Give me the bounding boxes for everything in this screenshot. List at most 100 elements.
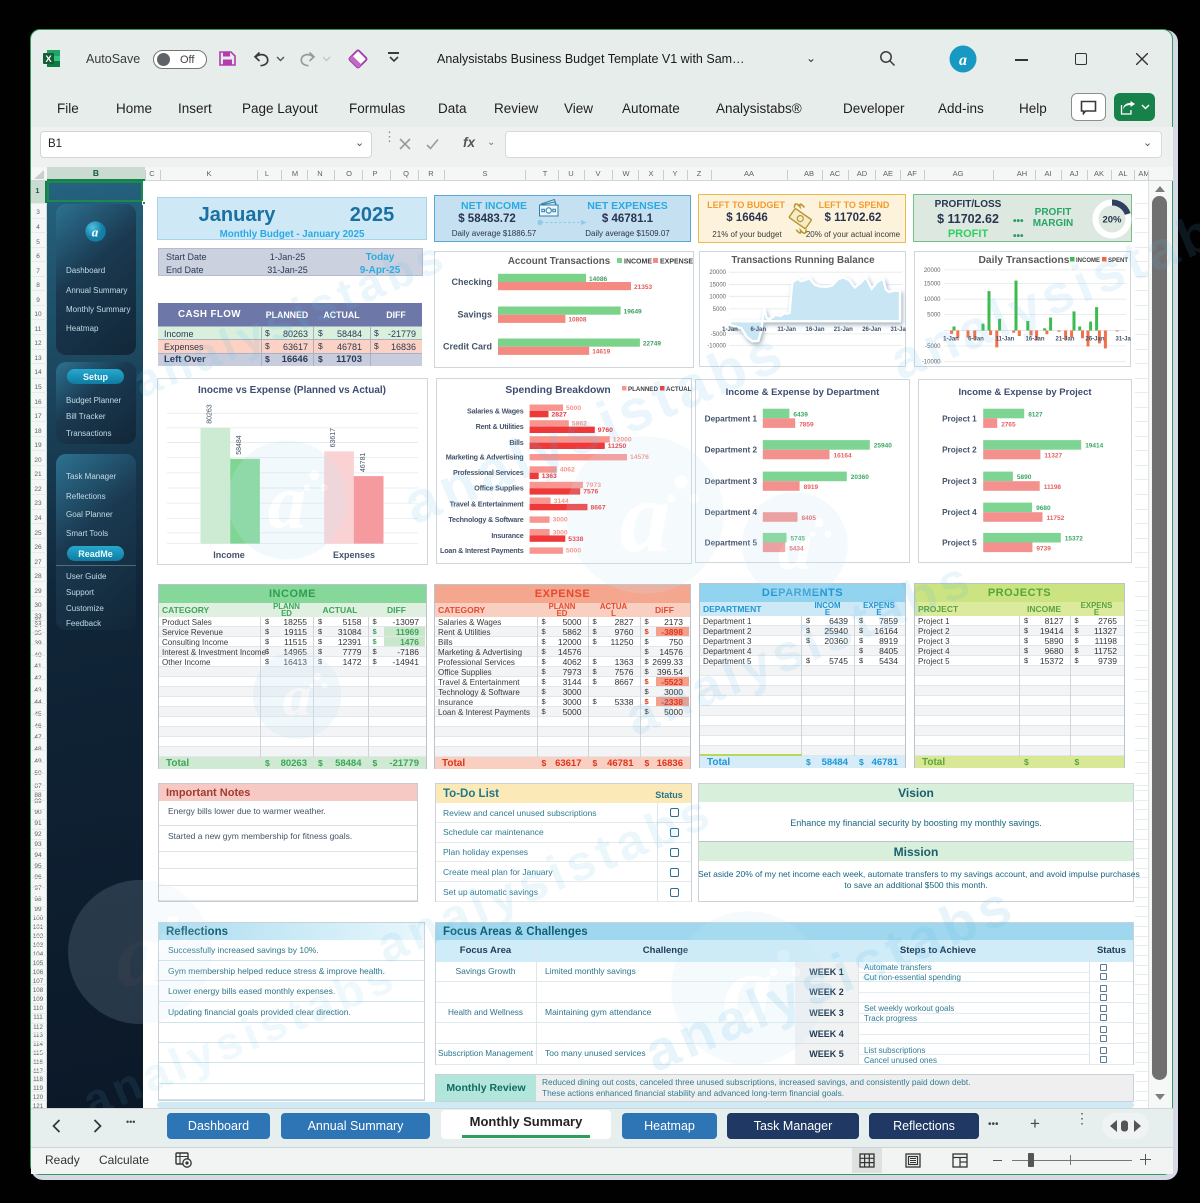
svg-text:16164: 16164 bbox=[834, 453, 852, 460]
svg-text:8127: 8127 bbox=[1028, 411, 1043, 418]
svg-text:Loan & Interest Payments: Loan & Interest Payments bbox=[440, 546, 524, 555]
svg-text:3000: 3000 bbox=[553, 517, 568, 524]
svg-text:10000: 10000 bbox=[924, 297, 941, 303]
svg-text:Inocme vs Expense (Planned vs: Inocme vs Expense (Planned vs Actual) bbox=[198, 385, 386, 396]
svg-text:1-Jan: 1-Jan bbox=[943, 337, 959, 343]
svg-text:20%: 20% bbox=[1102, 215, 1122, 226]
svg-text:a: a bbox=[92, 225, 99, 240]
svg-text:Project 4: Project 4 bbox=[942, 508, 977, 517]
svg-text:10808: 10808 bbox=[568, 317, 586, 324]
svg-text:-10000: -10000 bbox=[707, 344, 726, 350]
svg-text:Project 3: Project 3 bbox=[942, 477, 977, 486]
svg-text:PLANNED: PLANNED bbox=[628, 386, 658, 393]
svg-text:INCOME: INCOME bbox=[1076, 258, 1100, 264]
svg-text:SPENT: SPENT bbox=[1108, 258, 1128, 264]
svg-text:5890: 5890 bbox=[1017, 474, 1032, 481]
svg-text:Insurance: Insurance bbox=[491, 531, 523, 540]
svg-text:31-Jan: 31-Jan bbox=[1115, 337, 1131, 343]
svg-text:1-Jan: 1-Jan bbox=[722, 327, 738, 333]
svg-text:Office Supplies: Office Supplies bbox=[474, 484, 524, 493]
svg-text:12000: 12000 bbox=[613, 437, 632, 444]
svg-text:Salaries & Wages: Salaries & Wages bbox=[467, 406, 524, 415]
svg-text:14576: 14576 bbox=[630, 454, 649, 461]
svg-text:4062: 4062 bbox=[560, 467, 575, 474]
svg-text:Daily Transactions: Daily Transactions bbox=[979, 255, 1070, 266]
svg-text:16-Jan: 16-Jan bbox=[805, 327, 824, 333]
svg-text:20000: 20000 bbox=[924, 268, 941, 274]
svg-text:46781: 46781 bbox=[360, 453, 367, 473]
svg-text:Project 1: Project 1 bbox=[942, 414, 977, 423]
svg-text:Income: Income bbox=[213, 550, 245, 560]
svg-text:11327: 11327 bbox=[1044, 453, 1062, 460]
svg-text:Account Transactions: Account Transactions bbox=[508, 256, 611, 267]
svg-text:21-Jan: 21-Jan bbox=[1055, 337, 1074, 343]
svg-text:21353: 21353 bbox=[634, 284, 652, 291]
svg-text:Project 5: Project 5 bbox=[942, 539, 977, 548]
svg-text:5000: 5000 bbox=[566, 405, 581, 412]
svg-text:Department 2: Department 2 bbox=[705, 446, 758, 455]
svg-text:INCOME: INCOME bbox=[624, 259, 652, 266]
svg-text:Spending Breakdown: Spending Breakdown bbox=[505, 385, 610, 396]
svg-text:Credit Card: Credit Card bbox=[443, 342, 492, 352]
svg-text:6-Jan: 6-Jan bbox=[968, 337, 984, 343]
svg-text:5745: 5745 bbox=[791, 536, 806, 543]
svg-text:a: a bbox=[723, 936, 773, 1045]
svg-text:5000: 5000 bbox=[927, 313, 941, 319]
svg-text:5000: 5000 bbox=[566, 548, 581, 555]
svg-text:5434: 5434 bbox=[789, 546, 804, 553]
svg-text:15000: 15000 bbox=[924, 282, 941, 288]
svg-text:2827: 2827 bbox=[552, 411, 567, 418]
svg-text:11752: 11752 bbox=[1047, 515, 1065, 522]
svg-text:7859: 7859 bbox=[799, 421, 814, 428]
svg-text:5000: 5000 bbox=[713, 307, 727, 313]
svg-text:Department 3: Department 3 bbox=[705, 477, 758, 486]
svg-text:Department 5: Department 5 bbox=[705, 539, 758, 548]
svg-text:Bills: Bills bbox=[509, 438, 523, 447]
svg-text:31-Jan: 31-Jan bbox=[890, 327, 906, 333]
svg-text:6-Jan: 6-Jan bbox=[750, 327, 766, 333]
svg-text:Transactions Running Balance: Transactions Running Balance bbox=[731, 255, 875, 266]
svg-text:19649: 19649 bbox=[624, 309, 642, 316]
svg-text:Checking: Checking bbox=[451, 277, 492, 287]
svg-text:-10000: -10000 bbox=[922, 359, 941, 365]
svg-text:Travel & Entertainment: Travel & Entertainment bbox=[450, 499, 525, 508]
svg-text:20000: 20000 bbox=[709, 270, 726, 276]
svg-text:8667: 8667 bbox=[591, 504, 606, 511]
svg-text:14086: 14086 bbox=[589, 276, 607, 283]
svg-text:63617: 63617 bbox=[330, 428, 337, 448]
svg-text:26-Jan: 26-Jan bbox=[862, 327, 881, 333]
svg-text:11-Jan: 11-Jan bbox=[777, 327, 796, 333]
svg-text:11-Jan: 11-Jan bbox=[996, 337, 1015, 343]
svg-text:26-Jan: 26-Jan bbox=[1085, 337, 1104, 343]
svg-text:25940: 25940 bbox=[874, 443, 892, 450]
svg-text:Rent & Utilities: Rent & Utilities bbox=[476, 422, 524, 431]
svg-text:Income & Expense by Project: Income & Expense by Project bbox=[958, 387, 1092, 398]
svg-text:3000: 3000 bbox=[553, 529, 568, 536]
svg-text:10000: 10000 bbox=[709, 294, 726, 300]
svg-text:3144: 3144 bbox=[554, 498, 569, 505]
svg-text:9739: 9739 bbox=[1036, 546, 1051, 553]
svg-text:21-Jan: 21-Jan bbox=[834, 327, 853, 333]
svg-text:8405: 8405 bbox=[802, 515, 817, 522]
svg-text:5338: 5338 bbox=[568, 536, 583, 543]
svg-text:a: a bbox=[283, 665, 312, 728]
svg-text:2765: 2765 bbox=[1001, 421, 1016, 428]
svg-text:a: a bbox=[620, 460, 671, 573]
svg-text:9760: 9760 bbox=[598, 427, 613, 434]
svg-text:EXPENSE: EXPENSE bbox=[660, 259, 693, 266]
svg-text:Professional Services: Professional Services bbox=[453, 468, 524, 477]
svg-text:a: a bbox=[959, 52, 967, 69]
svg-text:Marketing & Advertising: Marketing & Advertising bbox=[446, 453, 524, 462]
svg-text:7973: 7973 bbox=[586, 482, 601, 489]
svg-text:58484: 58484 bbox=[236, 435, 243, 455]
svg-text:1363: 1363 bbox=[542, 473, 557, 480]
svg-text:8919: 8919 bbox=[804, 484, 819, 491]
svg-text:Technology & Software: Technology & Software bbox=[448, 515, 523, 524]
svg-text:11250: 11250 bbox=[608, 443, 627, 450]
svg-text:Savings: Savings bbox=[457, 310, 492, 320]
svg-text:Expenses: Expenses bbox=[333, 550, 375, 560]
svg-text:20360: 20360 bbox=[851, 474, 869, 481]
svg-text:Project 2: Project 2 bbox=[942, 446, 977, 455]
svg-text:-5000: -5000 bbox=[711, 332, 727, 338]
svg-text:11198: 11198 bbox=[1044, 484, 1062, 491]
